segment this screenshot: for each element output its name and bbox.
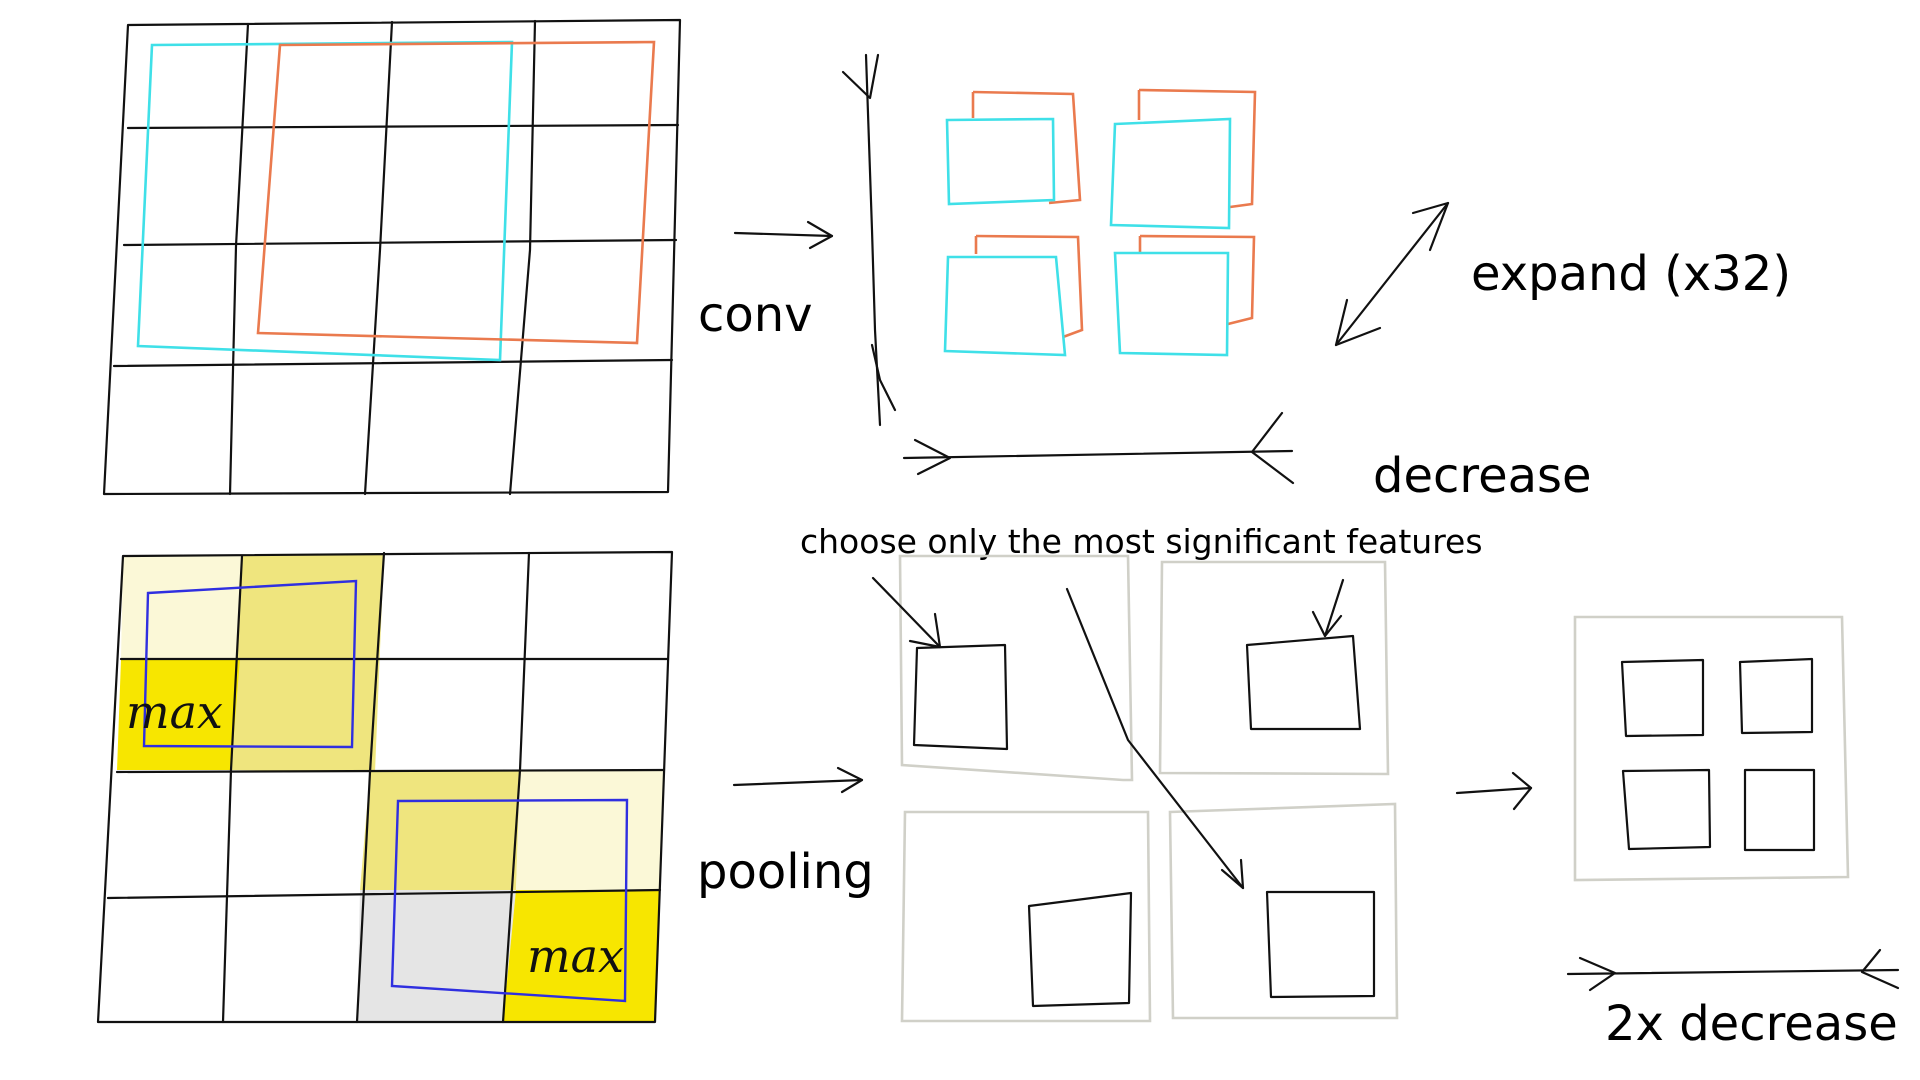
downsampled-frame [1573, 615, 1850, 882]
conv-output-feature-maps [943, 88, 1257, 357]
arrow-to-downsampled [1455, 771, 1533, 811]
conv-input-grid [102, 18, 682, 496]
expand-double-arrow [1334, 201, 1450, 347]
decrease-label: decrease [1373, 448, 1592, 504]
pooling-label: pooling [697, 844, 874, 900]
expand-label: expand (x32) [1471, 246, 1791, 302]
downsampled-squares [1620, 657, 1816, 852]
pool-window-bottom-right [390, 798, 629, 1003]
conv-label: conv [698, 287, 813, 343]
conv-window-orange [256, 40, 656, 345]
arrow-to-conv-output [733, 220, 834, 250]
decrease-2x-arrow [1566, 948, 1900, 992]
decrease-2x-label: 2x decrease [1605, 996, 1898, 1052]
arrow-to-pooling-output [732, 766, 864, 794]
choose-features-label: choose only the most significant feature… [800, 522, 1483, 561]
conv-window-cyan [136, 40, 514, 362]
max-label-top-left: max [126, 685, 223, 739]
decrease-arrow-horizontal [902, 411, 1295, 485]
depth-arrow-vertical [841, 53, 897, 427]
selected-feature-squares [912, 634, 1376, 1008]
choose-pointer-arrows [871, 576, 1345, 890]
pooling-input-grid [96, 550, 674, 1024]
max-label-bottom-right: max [527, 929, 624, 983]
pooling-feature-frames [898, 554, 1399, 1023]
pool-window-top-left [142, 579, 358, 749]
